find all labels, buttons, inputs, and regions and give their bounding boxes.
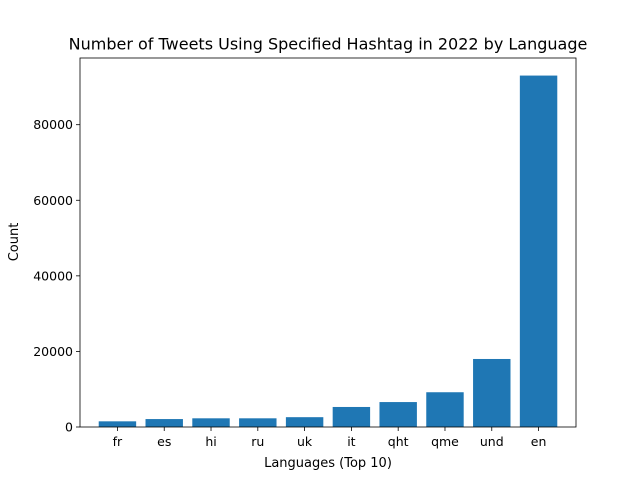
bar-es	[145, 419, 183, 427]
y-tick-label: 0	[65, 420, 73, 435]
y-axis-ticks: 0 20000 40000 60000 80000	[33, 117, 80, 435]
plot-frame-border	[79, 57, 577, 428]
x-axis-ticks: fr es hi ru uk it qht qme und en	[113, 427, 547, 449]
bar-und	[473, 358, 511, 427]
x-tick-label: hi	[205, 434, 216, 449]
x-tick-label: ru	[251, 434, 264, 449]
bar-ru	[239, 418, 277, 427]
bar-qme	[426, 392, 464, 427]
bar-fr	[98, 421, 137, 427]
y-axis-label: Count	[7, 223, 22, 262]
x-tick-label: qme	[431, 434, 459, 449]
bar-hi	[192, 418, 230, 427]
bar-uk	[285, 417, 324, 427]
y-tick-label: 40000	[33, 268, 73, 283]
y-tick-label: 60000	[33, 193, 73, 208]
x-tick-label: en	[531, 434, 547, 449]
x-tick-label: uk	[297, 434, 313, 449]
x-tick-label: es	[157, 434, 171, 449]
bars-layer	[98, 75, 558, 427]
chart-title: Number of Tweets Using Specified Hashtag…	[69, 35, 588, 54]
bar-en	[519, 75, 558, 427]
y-tick-label: 80000	[33, 117, 73, 132]
x-tick-label: fr	[113, 434, 123, 449]
bar-it	[332, 406, 371, 427]
x-tick-label: qht	[388, 434, 409, 449]
y-tick-label: 20000	[33, 344, 73, 359]
plot-frame	[79, 57, 577, 428]
bar-qht	[379, 402, 417, 427]
x-tick-label: und	[480, 434, 504, 449]
x-axis-label: Languages (Top 10)	[264, 456, 392, 471]
x-tick-label: it	[347, 434, 355, 449]
